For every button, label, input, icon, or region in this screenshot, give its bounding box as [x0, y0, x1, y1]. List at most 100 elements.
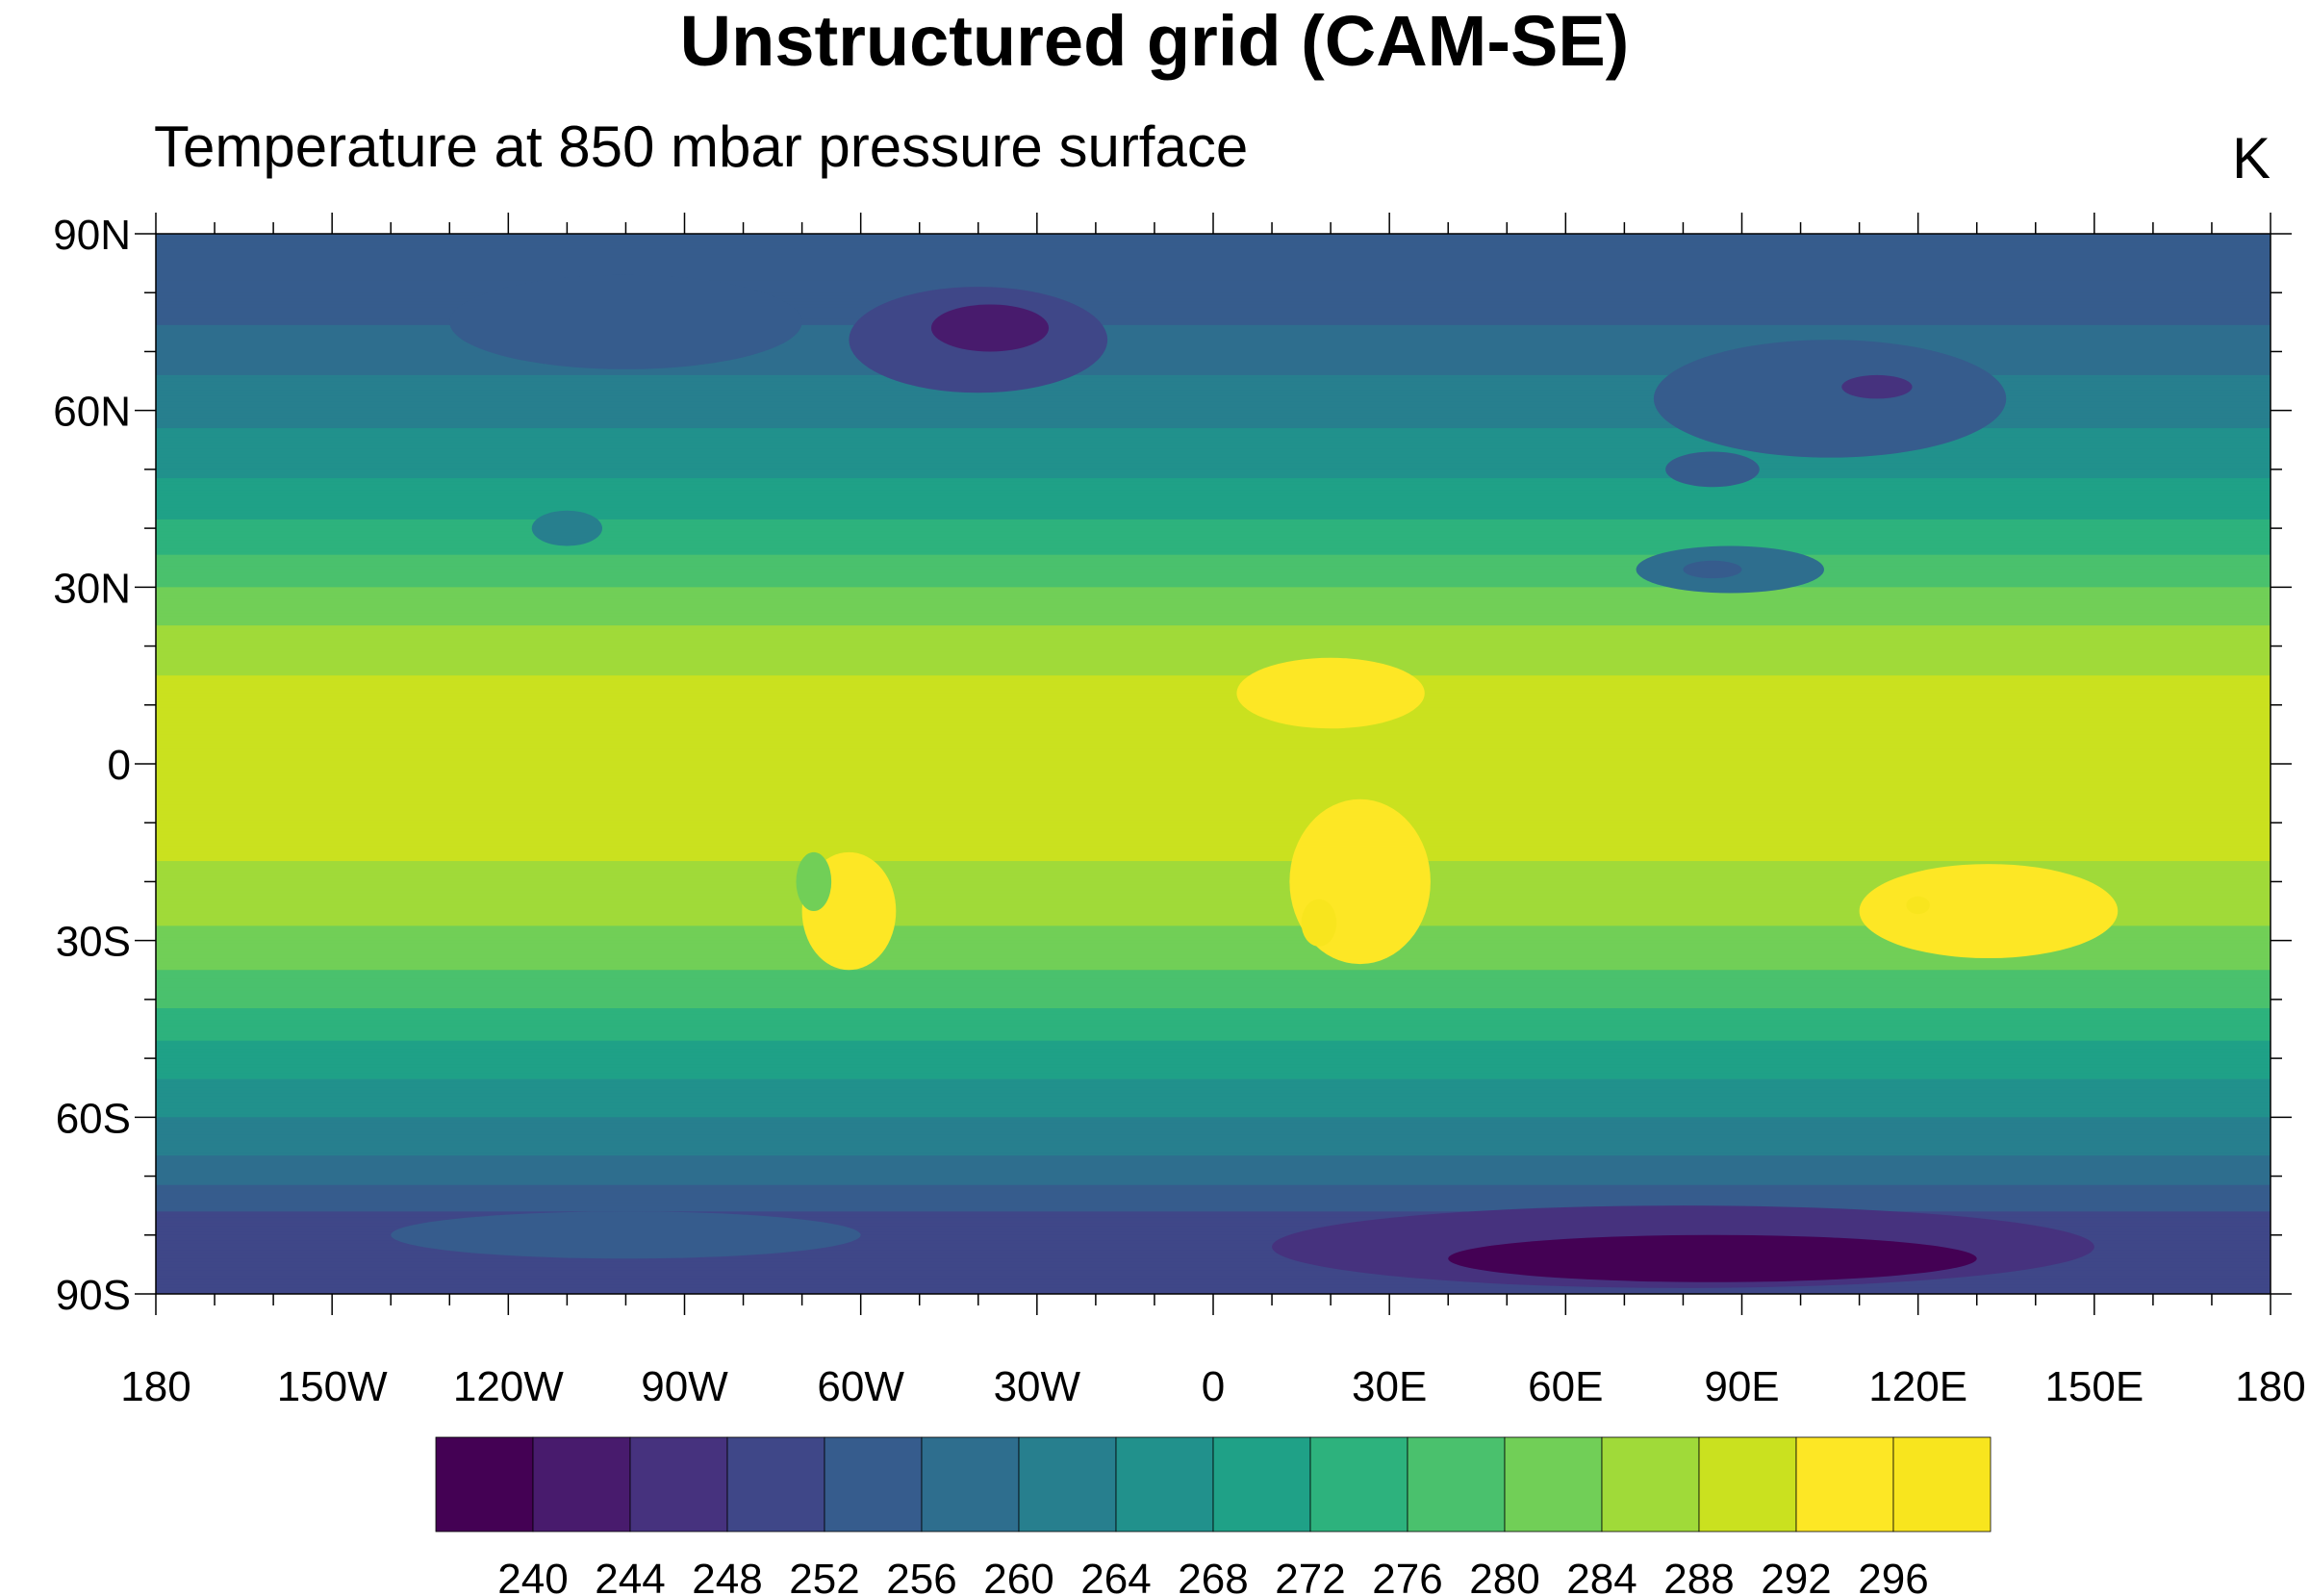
colorbar-box: [1504, 1436, 1603, 1533]
x-tick-label: 150E: [2044, 1363, 2144, 1410]
zonal-band: [156, 578, 2271, 582]
colorbar-box: [1407, 1436, 1506, 1533]
zonal-band: [156, 778, 2271, 782]
zonal-band: [156, 260, 2271, 265]
zonal-band: [156, 534, 2271, 538]
colorbar-box: [726, 1436, 825, 1533]
zonal-band: [156, 404, 2271, 409]
feature-rockies: [531, 510, 603, 546]
zonal-band: [156, 498, 2271, 503]
zonal-band: [156, 796, 2271, 800]
zonal-band: [156, 748, 2271, 753]
colorbar-box: [1115, 1436, 1214, 1533]
y-tick-label: 60N: [53, 389, 131, 436]
zonal-band: [156, 237, 2271, 241]
zonal-band: [156, 540, 2271, 545]
zonal-band: [156, 424, 2271, 429]
zonal-band: [156, 657, 2271, 662]
feature-siberia-cold: [1653, 340, 2007, 458]
zonal-band: [156, 607, 2271, 612]
zonal-band: [156, 463, 2271, 468]
zonal-band: [156, 528, 2271, 532]
zonal-band: [156, 925, 2271, 930]
zonal-band: [156, 843, 2271, 848]
zonal-band: [156, 646, 2271, 650]
zonal-band: [156, 1153, 2271, 1156]
zonal-band: [156, 625, 2271, 629]
zonal-band: [156, 896, 2271, 900]
axis-ticks: [135, 213, 2292, 1315]
zonal-band: [156, 504, 2271, 509]
zonal-band: [156, 563, 2271, 568]
zonal-band: [156, 760, 2271, 765]
colorbar-box: [1309, 1436, 1408, 1533]
zonal-band: [156, 1023, 2271, 1027]
zonal-band: [156, 340, 2271, 343]
zonal-band: [156, 1150, 2271, 1153]
colorbar-box: [921, 1436, 1020, 1533]
zonal-band: [156, 978, 2271, 983]
colorbar-box: [1892, 1436, 1992, 1533]
zonal-band: [156, 961, 2271, 965]
zonal-band: [156, 345, 2271, 349]
zonal-band: [156, 634, 2271, 638]
zonal-band: [156, 1243, 2271, 1248]
zonal-band: [156, 701, 2271, 706]
zonal-band: [156, 280, 2271, 285]
zonal-band: [156, 670, 2271, 673]
zonal-band: [156, 1196, 2271, 1201]
zonal-band: [156, 1031, 2271, 1036]
zonal-band: [156, 443, 2271, 446]
zonal-band: [156, 1143, 2271, 1148]
zonal-band: [156, 928, 2271, 933]
zonal-band: [156, 1229, 2271, 1233]
zonal-band: [156, 248, 2271, 252]
zonal-band: [156, 390, 2271, 393]
zonal-band: [156, 1040, 2271, 1045]
zonal-band: [156, 820, 2271, 823]
zonal-band: [156, 990, 2271, 995]
zonal-band: [156, 722, 2271, 726]
zonal-band: [156, 934, 2271, 939]
zonal-band: [156, 1208, 2271, 1212]
zonal-band: [156, 307, 2271, 312]
zonal-band: [156, 616, 2271, 621]
zonal-band: [156, 384, 2271, 388]
zonal-band: [156, 292, 2271, 296]
zonal-band: [156, 851, 2271, 856]
x-tick-label: 60W: [817, 1363, 904, 1410]
zonal-band: [156, 593, 2271, 597]
zonal-band: [156, 817, 2271, 821]
zonal-band: [156, 366, 2271, 370]
zonal-band: [156, 410, 2271, 415]
zonal-band: [156, 337, 2271, 341]
zonal-band: [156, 857, 2271, 862]
zonal-band: [156, 1193, 2271, 1198]
zonal-band: [156, 610, 2271, 615]
colorbar: 240 244 248 252 256 260 264 268 272 276 280 284 288 2…: [435, 1436, 1992, 1596]
zonal-band: [156, 298, 2271, 303]
zonal-band: [156, 287, 2271, 291]
zonal-band: [156, 654, 2271, 659]
zonal-band: [156, 274, 2271, 279]
zonal-band: [156, 471, 2271, 476]
zonal-band: [156, 931, 2271, 936]
zonal-band: [156, 454, 2271, 459]
zonal-band: [156, 878, 2271, 883]
zonal-band: [156, 793, 2271, 798]
zonal-band: [156, 870, 2271, 874]
zonal-band: [156, 837, 2271, 842]
x-tick-label: 120E: [1868, 1363, 1967, 1410]
zonal-band: [156, 493, 2271, 497]
chart-title: Unstructured grid (CAM-SE): [679, 1, 1630, 81]
zonal-band: [156, 757, 2271, 762]
zonal-band: [156, 1137, 2271, 1142]
zonal-band: [156, 1250, 2271, 1254]
zonal-band: [156, 1281, 2271, 1286]
feature-tibet-core: [1683, 560, 1742, 579]
zonal-band: [156, 781, 2271, 786]
x-tick-label: 90W: [641, 1363, 728, 1410]
zonal-band: [156, 1270, 2271, 1275]
zonal-band: [156, 537, 2271, 541]
zonal-band: [156, 834, 2271, 839]
